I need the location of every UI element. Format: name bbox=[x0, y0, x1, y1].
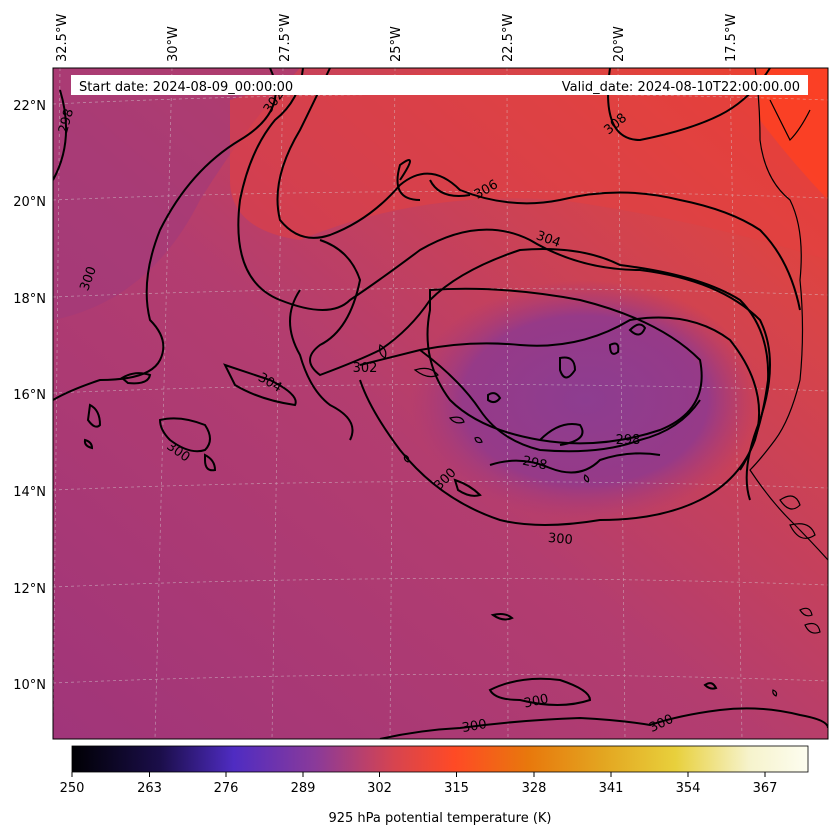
contour-label: 298 bbox=[616, 433, 641, 448]
warm-north-region bbox=[230, 68, 828, 260]
longitude-labels: 32.5°W 30°W 27.5°W 25°W 22.5°W 20°W 17.5… bbox=[55, 14, 739, 62]
colorbar-tick-label: 315 bbox=[444, 781, 469, 796]
cool-core-region bbox=[410, 280, 760, 520]
map-field: 298 302 306 308 304 300 302 304 300 298 … bbox=[53, 68, 828, 739]
colorbar-tick-label: 354 bbox=[676, 781, 701, 796]
colorbar-tick-label: 341 bbox=[599, 781, 624, 796]
graticule bbox=[53, 68, 828, 739]
lon-label: 30°W bbox=[166, 26, 181, 62]
colorbar-tick-label: 263 bbox=[137, 781, 162, 796]
lat-label: 16°N bbox=[13, 388, 46, 403]
contour-label: 298 bbox=[521, 454, 548, 474]
contour-label: 300 bbox=[461, 717, 488, 736]
colorbar-tick-label: 289 bbox=[291, 781, 316, 796]
lat-label: 18°N bbox=[13, 292, 46, 307]
contour-label: 300 bbox=[547, 531, 573, 548]
colorbar-gradient bbox=[71, 745, 809, 773]
lon-label: 17.5°W bbox=[724, 14, 739, 62]
colorbar-tick-label: 328 bbox=[522, 781, 547, 796]
colorbar-label: 925 hPa potential temperature (K) bbox=[328, 811, 551, 826]
lat-label: 20°N bbox=[13, 195, 46, 210]
lat-label: 22°N bbox=[13, 99, 46, 114]
lon-label: 32.5°W bbox=[55, 14, 70, 62]
lat-label: 14°N bbox=[13, 485, 46, 500]
latitude-labels: 22°N 20°N 18°N 16°N 14°N 12°N 10°N bbox=[13, 99, 46, 693]
coastline bbox=[378, 68, 828, 697]
colorbar-ticks bbox=[71, 772, 766, 777]
colorbar-tick-label: 367 bbox=[753, 781, 778, 796]
lon-label: 25°W bbox=[389, 26, 404, 62]
colorbar: 250 263 276 289 302 315 328 341 354 367 … bbox=[60, 745, 809, 826]
colorbar-tick-label: 302 bbox=[367, 781, 392, 796]
contour-label: 302 bbox=[353, 361, 378, 376]
map-frame bbox=[52, 67, 829, 740]
colorbar-tick-label: 250 bbox=[60, 781, 85, 796]
lon-label: 22.5°W bbox=[501, 14, 516, 62]
start-date-label: Start date: 2024-08-09_00:00:00 bbox=[79, 80, 293, 95]
contour-label: 300 bbox=[523, 692, 550, 712]
isotherm-contours bbox=[53, 68, 828, 739]
warmest-region bbox=[760, 68, 828, 200]
date-header-box bbox=[71, 75, 808, 95]
contour-label: 298 bbox=[56, 107, 77, 135]
lon-label: 27.5°W bbox=[278, 14, 293, 62]
valid-date-label: Valid_date: 2024-08-10T22:00:00.00 bbox=[562, 80, 800, 95]
lon-label: 20°W bbox=[612, 26, 627, 62]
lat-label: 12°N bbox=[13, 582, 46, 597]
lat-label: 10°N bbox=[13, 678, 46, 693]
colorbar-tick-label: 276 bbox=[214, 781, 239, 796]
